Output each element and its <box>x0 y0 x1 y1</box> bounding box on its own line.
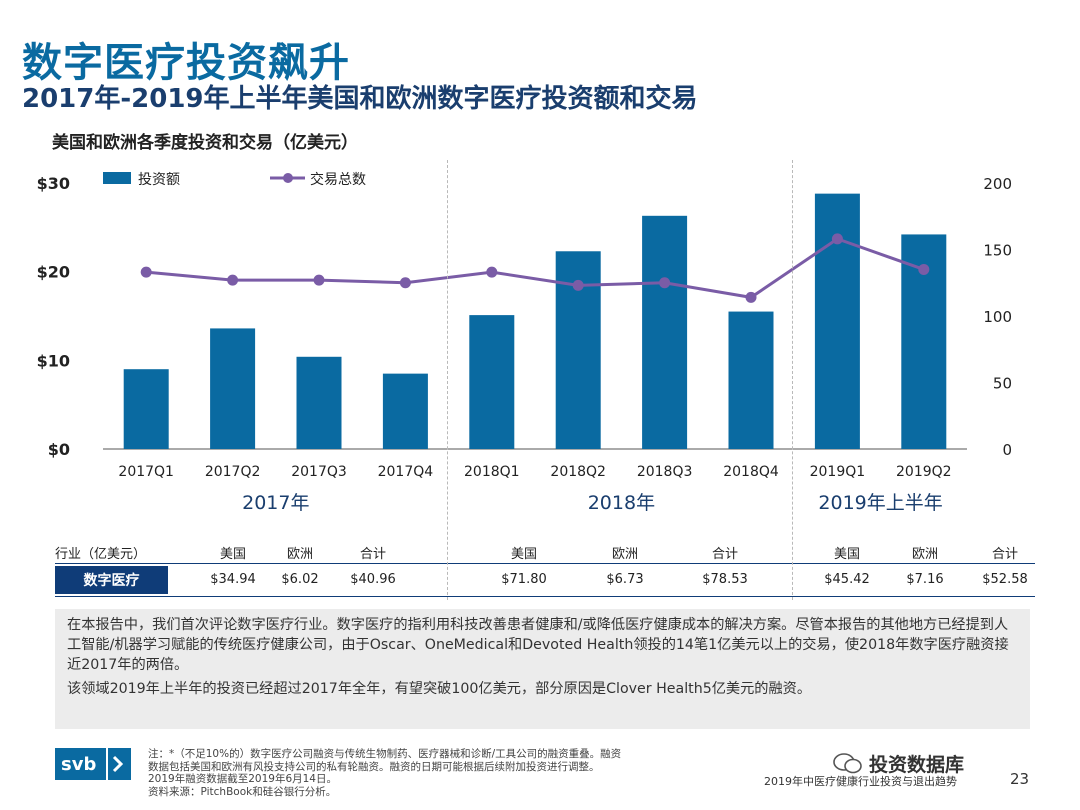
x-tick-label: 2018Q2 <box>550 464 606 480</box>
table-row-header: 行业（亿美元） <box>55 547 147 562</box>
footnote-line: 数据包括美国和欧洲有风投支持公司的私有轮融资。融资的日期可能根据后续附加投资进行… <box>148 760 600 773</box>
table-cell: $52.58 <box>982 572 1028 587</box>
y-right-tick-label: 0 <box>1002 441 1012 459</box>
table-top-rule <box>55 563 1035 564</box>
x-tick-label: 2017Q3 <box>291 464 347 480</box>
table-col-header: 合计 <box>359 547 386 562</box>
x-tick-label: 2017Q4 <box>378 464 434 480</box>
footnote: 注：*（不足10%的）数字医疗公司融资与传统生物制药、医疗器械和诊断/工具公司的… <box>148 748 708 798</box>
bar-2018Q1 <box>469 315 515 449</box>
table-bottom-rule <box>55 596 1035 597</box>
bar-2017Q3 <box>296 356 342 449</box>
commentary-paragraph-1: 在本报告中，我们首次评论数字医疗行业。数字医疗的指利用科技改善患者健康和/或降低… <box>67 617 1009 673</box>
y-left-tick-label: $0 <box>48 440 70 459</box>
page-number: 23 <box>1010 770 1030 788</box>
divider-2018 <box>447 160 448 600</box>
deals-point-2017Q3 <box>313 274 325 286</box>
chevron-right-icon <box>106 748 126 780</box>
footnote-line: 注：*（不足10%的）数字医疗公司融资与传统生物制药、医疗器械和诊断/工具公司的… <box>148 748 622 760</box>
year-group-label: 2018年 <box>588 492 655 514</box>
deals-point-2018Q2 <box>572 279 584 291</box>
table-cell: $71.80 <box>501 572 547 587</box>
x-tick-label: 2018Q4 <box>723 464 779 480</box>
investment-chart: $0 $10 $20 $30 0 50 100 150 200 2017Q1 2017Q2 2017Q… <box>37 171 1012 514</box>
year-group-label: 2017年 <box>242 492 309 514</box>
bar-2017Q1 <box>123 369 169 449</box>
bar-2017Q4 <box>382 373 428 449</box>
watermark-text: 投资数据库 <box>869 753 965 776</box>
table-cell: $45.42 <box>824 572 870 587</box>
x-tick-label: 2018Q3 <box>637 464 693 480</box>
x-tick-label: 2017Q2 <box>205 464 261 480</box>
table-col-header: 欧洲 <box>286 547 313 562</box>
table-col-header: 欧洲 <box>611 547 638 562</box>
bar-2018Q4 <box>728 311 774 449</box>
logo-text: svb <box>61 753 97 775</box>
x-tick-label: 2019Q1 <box>810 464 866 480</box>
legend-marker-line <box>283 173 293 183</box>
bar-2017Q2 <box>210 328 256 449</box>
table-cell: $6.02 <box>281 572 319 587</box>
table-col-header: 美国 <box>510 547 537 562</box>
y-left-tick-label: $10 <box>37 351 70 370</box>
y-left-tick-label: $20 <box>37 263 70 282</box>
legend-swatch-bar <box>103 172 131 184</box>
deals-point-2017Q1 <box>140 266 152 278</box>
divider-2019 <box>792 160 793 600</box>
deals-point-2018Q4 <box>745 291 757 303</box>
wechat-icon <box>833 753 862 774</box>
svb-logo: svb <box>55 748 131 780</box>
legend-label-bar: 投资额 <box>138 172 180 188</box>
table-cell: $7.16 <box>906 572 944 587</box>
chart-title: 美国和欧洲各季度投资和交易（亿美元） <box>52 133 358 153</box>
report-title: 2019年中医疗健康行业投资与退出趋势 <box>764 775 957 788</box>
deals-point-2018Q1 <box>486 266 498 278</box>
bar-2019Q1 <box>814 193 860 449</box>
x-tick-label: 2018Q1 <box>464 464 520 480</box>
x-tick-label: 2017Q1 <box>118 464 174 480</box>
deals-point-2017Q2 <box>227 274 239 286</box>
legend-label-line: 交易总数 <box>310 171 366 188</box>
deals-line <box>146 237 925 299</box>
year-group-label: 2019年上半年 <box>818 492 942 514</box>
commentary-paragraph-2: 该领域2019年上半年的投资已经超过2017年全年，有望突破100亿美元，部分原… <box>67 681 812 697</box>
table-row-label: 数字医疗 <box>55 566 168 594</box>
watermark: 投资数据库 <box>833 750 1033 776</box>
table-col-header: 欧洲 <box>911 547 938 562</box>
deals-point-2019Q2 <box>918 263 930 275</box>
bar-2018Q3 <box>642 215 688 449</box>
table-col-header: 合计 <box>991 547 1018 562</box>
x-tick-label: 2019Q2 <box>896 464 952 480</box>
y-right-tick-label: 50 <box>993 375 1012 393</box>
y-right-tick-label: 150 <box>983 242 1012 260</box>
table-col-header: 合计 <box>711 547 738 562</box>
table-cell: $78.53 <box>702 572 748 587</box>
footnote-line: 资料来源：PitchBook和硅谷银行分析。 <box>148 785 337 798</box>
deals-point-2017Q4 <box>399 277 411 289</box>
footnote-line: 2019年融资数据截至2019年6月14日。 <box>148 773 337 785</box>
table-cell: $6.73 <box>606 572 644 587</box>
table-col-header: 美国 <box>219 547 246 562</box>
y-right-tick-label: 200 <box>983 175 1012 193</box>
table-col-header: 美国 <box>833 547 860 562</box>
page-subtitle: 2017年-2019年上半年美国和欧洲数字医疗投资额和交易 <box>22 84 698 114</box>
commentary-box: 在本报告中，我们首次评论数字医疗行业。数字医疗的指利用科技改善患者健康和/或降低… <box>55 609 1030 729</box>
y-right-tick-label: 100 <box>983 308 1012 326</box>
deals-point-2018Q3 <box>659 277 671 289</box>
table-cell: $34.94 <box>210 572 256 587</box>
table-cell: $40.96 <box>350 572 396 587</box>
page-title: 数字医疗投资飙升 <box>22 40 350 86</box>
deals-point-2019Q1 <box>831 233 843 245</box>
y-left-tick-label: $30 <box>37 174 70 193</box>
